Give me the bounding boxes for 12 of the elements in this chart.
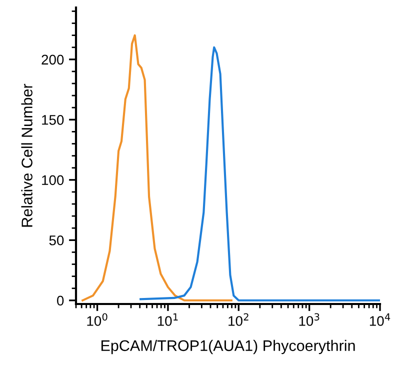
x-tick-label: 10$^{4}$ [370, 313, 390, 326]
x-tick-label: 10$^{1}$ [158, 313, 178, 326]
x-tick-label: 10$^{2}$ [228, 313, 248, 326]
x-axis-title: EpCAM/TROP1(AUA1) Phycoerythrin [101, 340, 355, 354]
y-tick-label: 200 [42, 54, 64, 65]
y-tick-label: 150 [42, 114, 64, 125]
x-tick-label: 10$^{3}$ [299, 313, 320, 326]
y-tick-label: 50 [49, 235, 64, 246]
y-axis-title: Relative Cell Number [21, 84, 32, 227]
y-tick-label: 100 [42, 175, 64, 186]
x-tick-label: 10$^{0}$ [87, 313, 108, 326]
y-tick-label: 0 [57, 296, 64, 306]
